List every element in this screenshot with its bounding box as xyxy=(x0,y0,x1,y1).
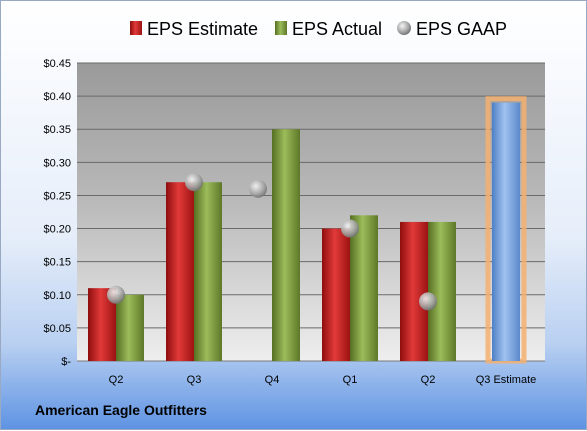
y-tick-label: $0.40 xyxy=(43,91,71,103)
y-tick-label: $0.15 xyxy=(43,257,71,269)
x-tick-label: Q3 xyxy=(187,374,202,386)
x-tick-label: Q3 Estimate xyxy=(476,374,537,386)
bar-actual xyxy=(116,294,144,361)
gaap-marker xyxy=(107,285,125,304)
y-tick-label: $0.45 xyxy=(43,58,71,70)
bar-estimate xyxy=(166,182,194,361)
legend-label-actual: EPS Actual xyxy=(292,19,382,39)
bar-estimate xyxy=(322,228,350,361)
gaap-marker xyxy=(249,179,267,198)
y-tick-label: $0.35 xyxy=(43,124,71,136)
legend-label-estimate: EPS Estimate xyxy=(147,19,258,39)
legend-swatch-actual xyxy=(275,21,287,35)
bar-actual xyxy=(194,182,222,361)
y-tick-label: $0.30 xyxy=(43,157,71,169)
y-tick-label: $0.05 xyxy=(43,323,71,335)
bar-actual xyxy=(272,129,300,361)
y-tick-label: $0.10 xyxy=(43,290,71,302)
x-tick-label: Q1 xyxy=(343,374,358,386)
legend: EPS Estimate EPS Actual EPS GAAP xyxy=(130,19,507,39)
x-tick-label: Q2 xyxy=(109,374,124,386)
gaap-marker xyxy=(419,292,437,311)
legend-swatch-estimate xyxy=(130,21,142,35)
gaap-marker xyxy=(185,173,203,192)
bar-actual xyxy=(350,215,378,361)
legend-swatch-gaap xyxy=(397,21,411,35)
legend-label-gaap: EPS GAAP xyxy=(416,19,507,39)
x-tick-label: Q4 xyxy=(265,374,280,386)
bar-estimate xyxy=(400,221,428,361)
bars xyxy=(88,96,527,364)
x-tick-label: Q2 xyxy=(421,374,436,386)
plot-area xyxy=(77,63,545,361)
y-axis-tick-labels: $- $0.05 $0.10 $0.15 $0.20 $0.25 $0.30 $0.35 $0.… xyxy=(43,58,71,368)
x-axis-tick-labels: Q2 Q3 Q4 Q1 Q2 Q3 Estimate xyxy=(109,374,537,386)
y-tick-label: $0.20 xyxy=(43,224,71,236)
company-name: American Eagle Outfitters xyxy=(35,402,207,418)
bar-forecast xyxy=(492,102,520,361)
gaap-markers xyxy=(107,173,437,311)
gridlines xyxy=(77,62,545,362)
bar-actual xyxy=(428,221,456,361)
gaap-marker xyxy=(341,219,359,238)
y-tick-label: $- xyxy=(61,356,71,368)
y-tick-label: $0.25 xyxy=(43,190,71,202)
